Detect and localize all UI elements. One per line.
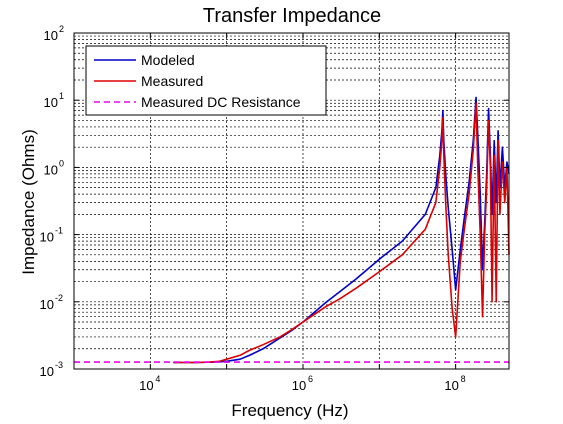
x-tick-label: 10 [292, 378, 306, 393]
series-layer [74, 96, 510, 364]
x-axis-label: Frequency (Hz) [231, 401, 348, 420]
y-tick-exponent: -2 [55, 293, 63, 303]
y-tick-label: 10 [44, 28, 58, 43]
y-tick-label: 10 [40, 364, 54, 379]
plot-frame [73, 32, 510, 370]
x-tick-label: 10 [444, 378, 458, 393]
x-tick-label: 10 [139, 378, 153, 393]
measured-series-line [173, 102, 510, 364]
y-tick-exponent: 2 [59, 24, 64, 34]
chart-title: Transfer Impedance [203, 5, 381, 27]
legend-item-dc-resistance-label: Measured DC Resistance [141, 94, 301, 110]
y-tick-exponent: -3 [55, 360, 63, 370]
x-tick-exponent: 4 [155, 374, 160, 384]
y-tick-exponent: -1 [55, 226, 63, 236]
axis-ticks: 10 4 10 6 10 810 -310 -210 -110 010 110 2 [40, 24, 509, 393]
y-tick-label: 10 [40, 297, 54, 312]
legend: Modeled Measured Measured DC Resistance [85, 45, 327, 116]
legend-item-measured-label: Measured [141, 73, 203, 89]
x-tick-exponent: 8 [461, 374, 466, 384]
modeled-series-line [173, 96, 510, 364]
y-tick-label: 10 [44, 95, 58, 110]
y-tick-label: 10 [44, 162, 58, 177]
legend-item-modeled-label: Modeled [141, 52, 195, 68]
x-tick-exponent: 6 [308, 374, 313, 384]
y-tick-exponent: 0 [59, 158, 64, 168]
y-tick-exponent: 1 [59, 91, 64, 101]
y-axis-label: Impedance (Ohms) [19, 129, 38, 275]
y-tick-label: 10 [40, 230, 54, 245]
